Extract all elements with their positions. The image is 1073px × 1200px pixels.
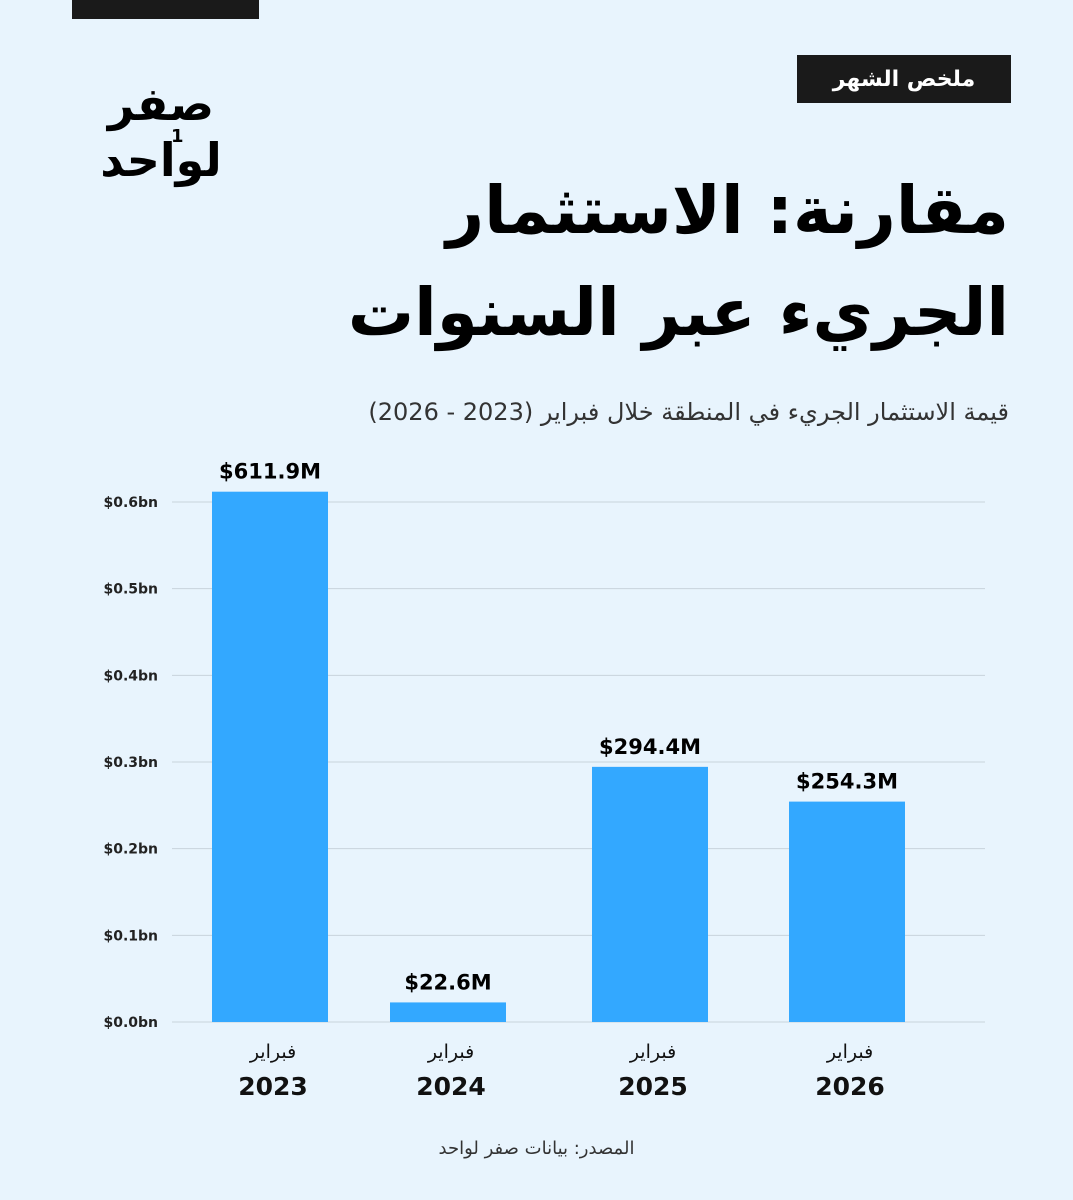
bar-value-label: $611.9M <box>219 460 321 484</box>
x-tick-month: فبراير <box>249 1041 296 1063</box>
bar <box>592 766 708 1022</box>
bar-value-label: $22.6M <box>404 970 491 994</box>
logo-mark: 1 <box>171 126 184 147</box>
x-tick-month: فبراير <box>629 1041 676 1063</box>
y-tick-label: $0.5bn <box>103 582 158 598</box>
logo-line1: صفر <box>107 77 215 131</box>
x-tick-year: 2024 <box>416 1072 486 1101</box>
y-tick-label: $0.3bn <box>103 755 158 771</box>
x-tick-month: فبراير <box>826 1041 873 1063</box>
bar-value-label: $294.4M <box>599 735 701 759</box>
brand-logo: صفر لواحد 1 <box>76 76 246 206</box>
bar <box>212 491 328 1023</box>
y-tick-label: $0.2bn <box>103 842 158 858</box>
x-tick-year: 2025 <box>618 1072 688 1101</box>
y-tick-label: $0.1bn <box>103 928 158 944</box>
x-tick-month: فبراير <box>427 1041 474 1063</box>
x-tick-year: 2026 <box>815 1072 885 1101</box>
bar <box>789 801 905 1022</box>
chart-subtitle: قيمة الاستثمار الجريء في المنطقة خلال فب… <box>368 398 1009 426</box>
page-title: مقارنة: الاستثمار الجريء عبر السنوات <box>347 172 1009 351</box>
top-accent-strip <box>72 0 259 19</box>
y-tick-label: $0.0bn <box>103 1015 158 1031</box>
month-summary-badge: ملخص الشهر <box>797 55 1011 103</box>
bar-chart: $0.0bn $0.1bn $0.2bn $0.3bn $0.4bn $0.5bn $0.6… <box>103 460 985 1101</box>
x-tick-year: 2023 <box>238 1072 308 1101</box>
y-tick-label: $0.4bn <box>103 668 158 684</box>
y-tick-label: $0.6bn <box>103 495 158 511</box>
bar <box>390 1002 506 1022</box>
source-note: المصدر: بيانات صفر لواحد <box>438 1138 635 1159</box>
logo-line2: لواحد <box>100 133 222 187</box>
bar-value-label: $254.3M <box>796 770 898 794</box>
